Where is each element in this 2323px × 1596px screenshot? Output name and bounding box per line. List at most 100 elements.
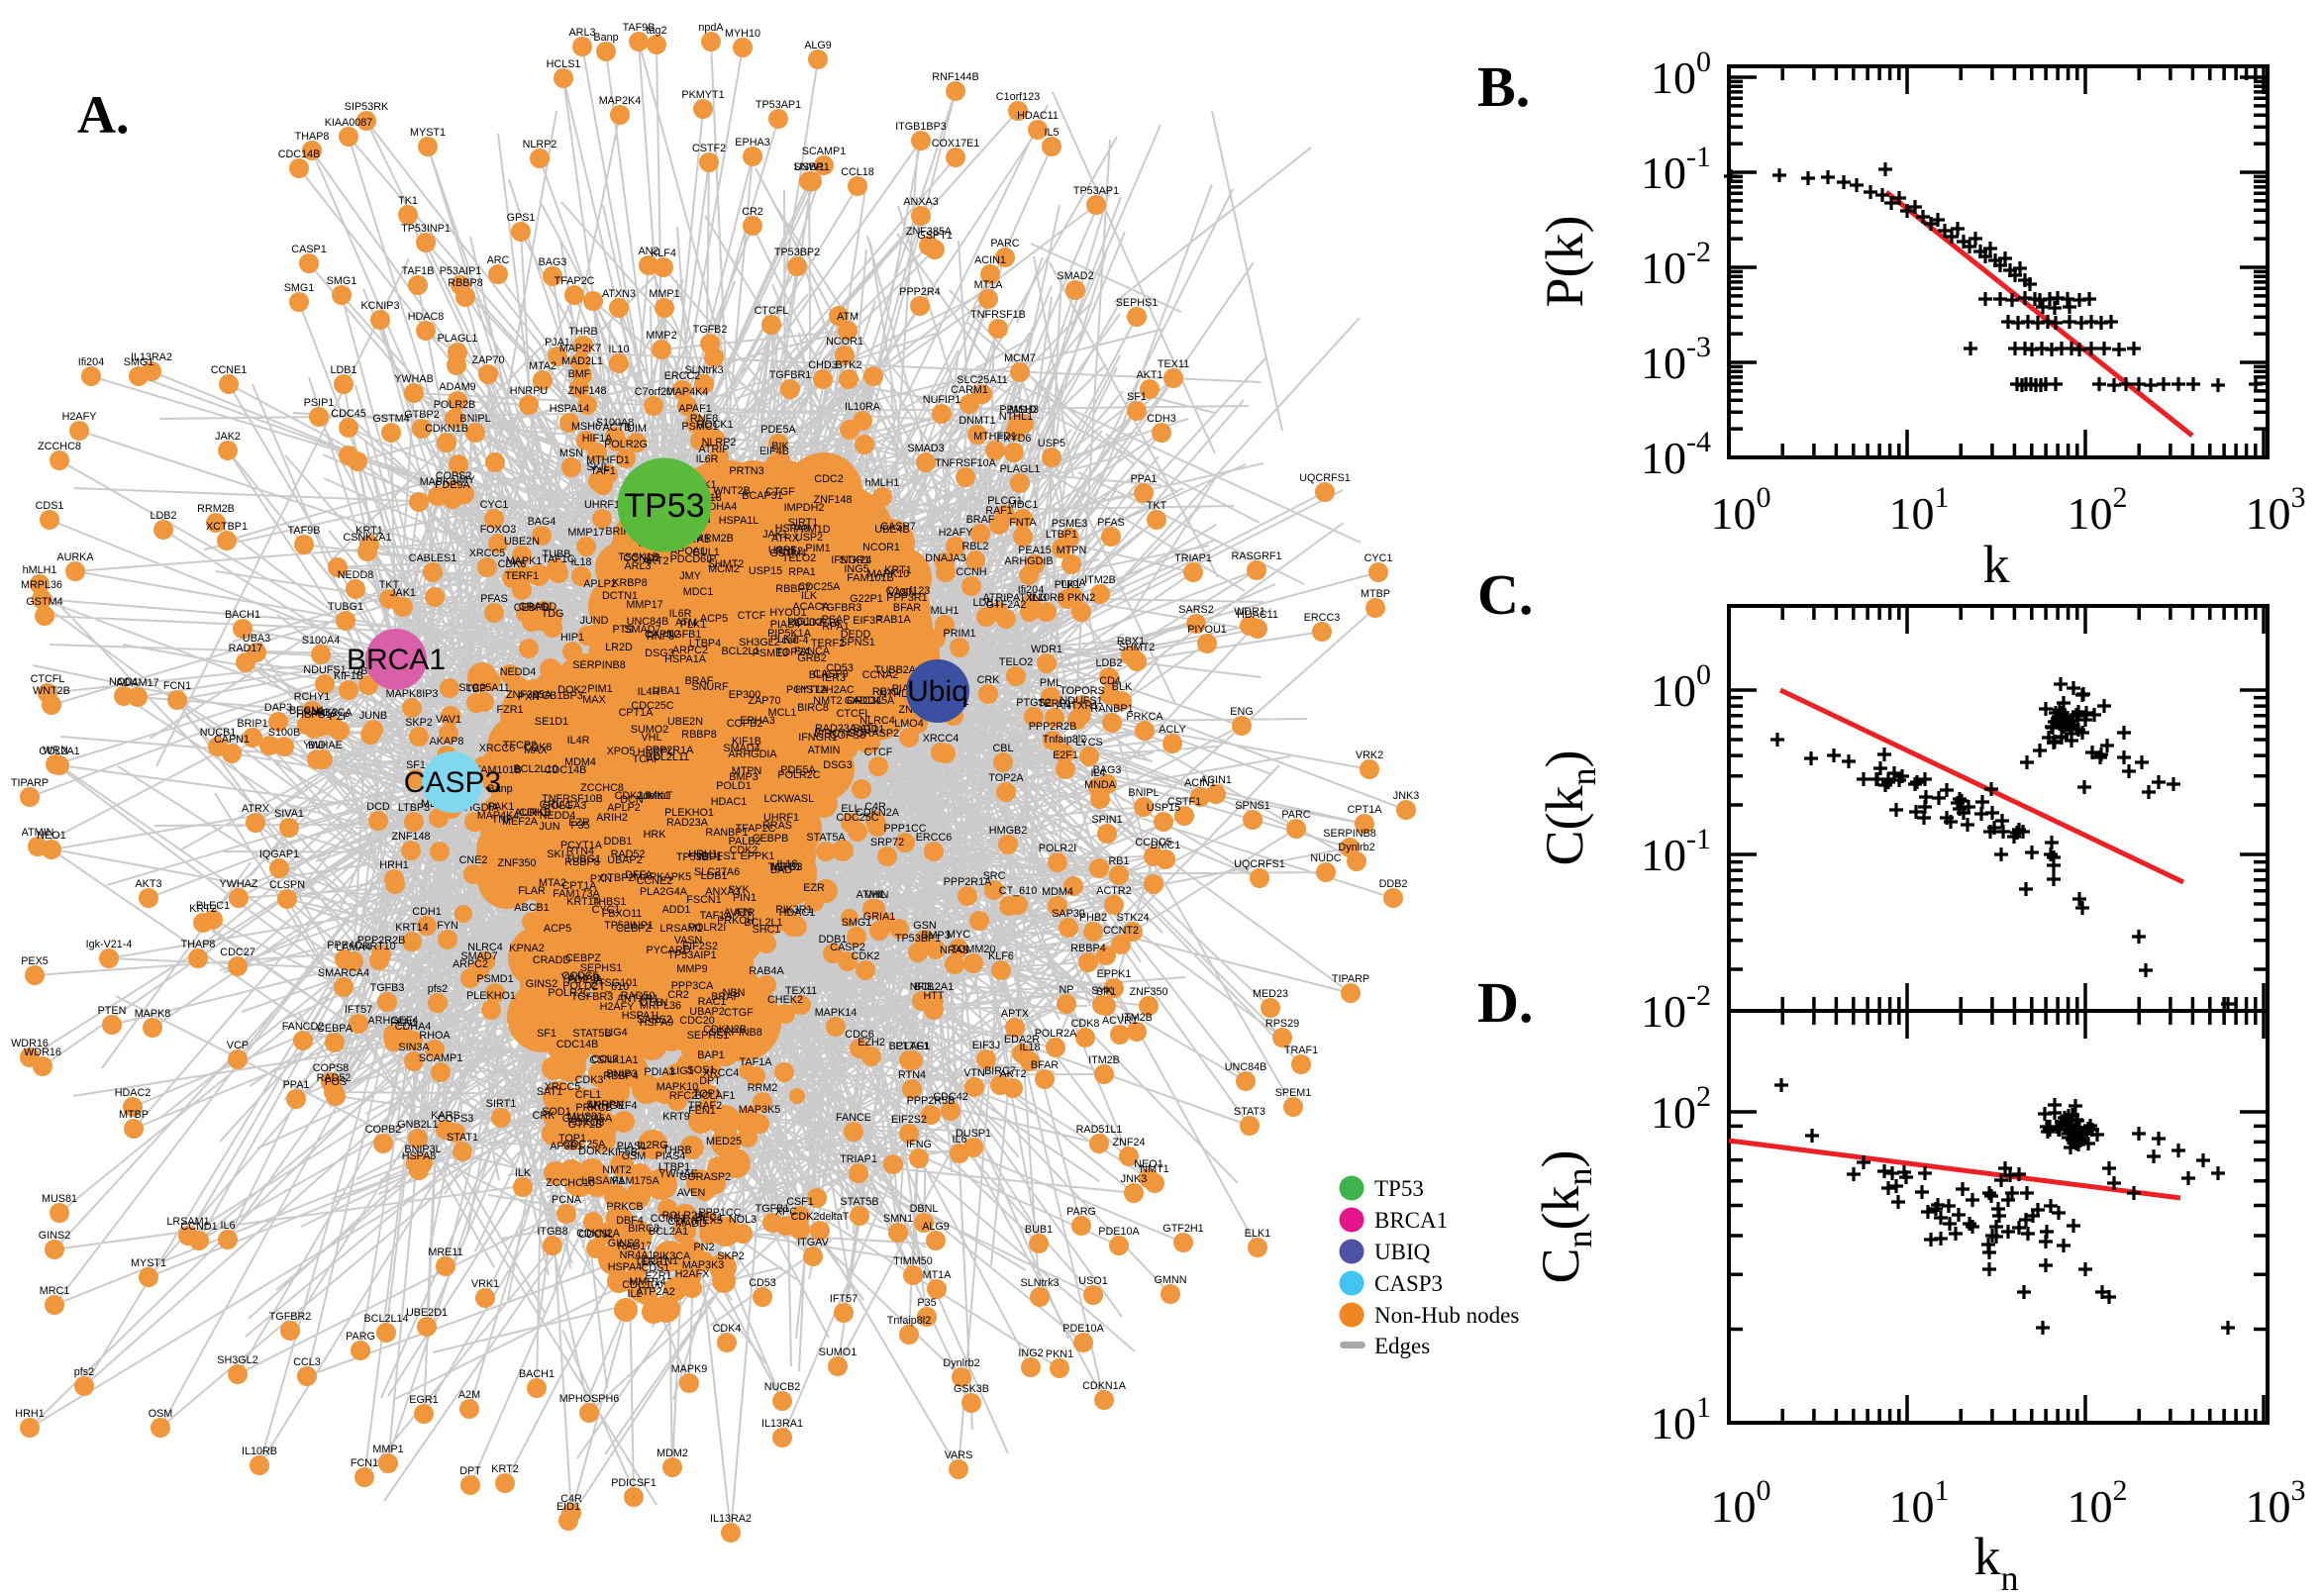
svg-text:CTGF: CTGF: [724, 1007, 754, 1019]
svg-text:GINS2: GINS2: [39, 1230, 70, 1242]
svg-text:IFNGR1: IFNGR1: [798, 732, 838, 744]
svg-text:DEDD: DEDD: [841, 629, 871, 641]
svg-text:MAPK10: MAPK10: [867, 568, 910, 580]
svg-text:RCHY1: RCHY1: [294, 691, 331, 703]
svg-text:NUCB1: NUCB1: [200, 727, 237, 739]
svg-text:CRK: CRK: [977, 674, 1001, 686]
svg-text:GSK3B: GSK3B: [954, 1383, 989, 1395]
svg-text:CTGF: CTGF: [765, 486, 795, 498]
svg-text:BIRC7: BIRC7: [984, 1065, 1016, 1077]
svg-text:NUFIP1: NUFIP1: [923, 394, 960, 406]
svg-text:SKP2: SKP2: [717, 1250, 745, 1262]
svg-text:APLP2: APLP2: [583, 578, 617, 590]
svg-text:DPT: DPT: [459, 1465, 481, 1477]
svg-text:CAPN1: CAPN1: [214, 734, 250, 746]
svg-text:UBE2N: UBE2N: [504, 536, 540, 548]
svg-text:BCL2L14: BCL2L14: [363, 1313, 408, 1325]
svg-text:FZR1: FZR1: [497, 704, 524, 716]
svg-text:CHD3: CHD3: [808, 359, 837, 371]
svg-text:CDK8: CDK8: [524, 742, 553, 753]
svg-text:FYN: FYN: [437, 920, 458, 932]
svg-text:DBNL: DBNL: [910, 1203, 939, 1215]
svg-text:PRKCH: PRKCH: [717, 915, 755, 927]
svg-text:AVEN: AVEN: [724, 907, 753, 919]
svg-text:THBS1: THBS1: [592, 896, 627, 908]
svg-text:HRH1: HRH1: [688, 848, 717, 860]
svg-text:10-3: 10-3: [1641, 331, 1711, 388]
svg-text:IL6R: IL6R: [696, 453, 719, 465]
svg-text:APLP2: APLP2: [607, 802, 641, 814]
svg-text:CBL: CBL: [992, 743, 1013, 754]
svg-text:RBBP8: RBBP8: [448, 277, 482, 289]
svg-text:MAP4K4: MAP4K4: [666, 386, 709, 398]
svg-text:SH3GL2: SH3GL2: [217, 1354, 257, 1366]
svg-text:PCYT1A: PCYT1A: [560, 840, 603, 851]
svg-text:MYC: MYC: [947, 929, 970, 941]
svg-text:Ifi204: Ifi204: [78, 356, 104, 368]
svg-text:PEA15: PEA15: [1018, 545, 1052, 556]
svg-text:CCDC5: CCDC5: [561, 970, 598, 982]
svg-text:TERF2: TERF2: [811, 638, 845, 649]
svg-text:RBBP4: RBBP4: [1070, 943, 1105, 954]
svg-text:BRAF: BRAF: [685, 675, 714, 687]
svg-text:EIF2S2: EIF2S2: [891, 1114, 927, 1126]
svg-text:ADAM17: ADAM17: [116, 677, 158, 689]
svg-text:HSPA1A: HSPA1A: [664, 653, 707, 665]
svg-text:KRT14: KRT14: [566, 896, 599, 908]
svg-text:HTT: HTT: [924, 990, 945, 1002]
svg-text:CDC25A: CDC25A: [563, 1139, 606, 1150]
svg-text:MTA2: MTA2: [539, 877, 566, 889]
svg-text:LRSAM1: LRSAM1: [581, 1175, 624, 1187]
svg-text:SMN1: SMN1: [883, 1213, 913, 1225]
svg-text:CDC14B: CDC14B: [278, 149, 321, 160]
svg-text:NEO1: NEO1: [1134, 1158, 1162, 1170]
svg-text:PRIM1: PRIM1: [944, 628, 976, 640]
svg-text:ROCK1: ROCK1: [696, 419, 733, 431]
svg-text:RTN4: RTN4: [898, 1069, 926, 1081]
svg-text:ZNF385A: ZNF385A: [506, 689, 553, 701]
svg-text:SEPHS1: SEPHS1: [1116, 297, 1159, 309]
svg-text:PIK3CA: PIK3CA: [653, 1250, 691, 1262]
svg-text:RNF144B: RNF144B: [932, 71, 978, 83]
svg-text:BCL2A1: BCL2A1: [914, 981, 954, 993]
svg-text:SIP53RK: SIP53RK: [345, 101, 389, 113]
svg-text:NCOR1: NCOR1: [826, 336, 863, 348]
svg-text:DDB2: DDB2: [1379, 878, 1408, 890]
svg-text:MMP17: MMP17: [626, 599, 662, 611]
svg-text:BCL2L10: BCL2L10: [513, 763, 557, 775]
svg-text:TGFB2: TGFB2: [693, 324, 728, 336]
svg-text:ABCB1: ABCB1: [514, 902, 549, 914]
svg-text:CCNH: CCNH: [956, 566, 986, 578]
svg-text:CDKN1B: CDKN1B: [425, 423, 468, 435]
svg-text:CHEK2: CHEK2: [767, 994, 803, 1006]
svg-text:CPT1A: CPT1A: [619, 707, 655, 719]
svg-text:SLC25A11: SLC25A11: [458, 682, 509, 694]
svg-text:PLAGL1: PLAGL1: [1000, 463, 1041, 475]
svg-text:MMP17: MMP17: [567, 527, 604, 539]
svg-text:RHOA: RHOA: [419, 1030, 451, 1042]
svg-text:ZAP70: ZAP70: [471, 354, 504, 366]
svg-text:BRIP1: BRIP1: [237, 718, 267, 730]
svg-text:APTX: APTX: [1001, 1008, 1029, 1020]
svg-text:ARHGDIA: ARHGDIA: [728, 748, 777, 760]
svg-text:BIRC7: BIRC7: [814, 728, 846, 740]
svg-text:CSNK2A1: CSNK2A1: [343, 532, 391, 544]
svg-text:FANCE: FANCE: [836, 1112, 871, 1124]
svg-text:TRAF1: TRAF1: [1284, 1045, 1318, 1056]
svg-text:CCNA2: CCNA2: [862, 669, 899, 681]
svg-text:FCN1: FCN1: [351, 1457, 378, 1469]
svg-text:UBAP2: UBAP2: [689, 1006, 724, 1018]
svg-text:LCK: LCK: [763, 793, 785, 805]
svg-text:ARPC2: ARPC2: [453, 958, 488, 970]
svg-text:GORASP2: GORASP2: [848, 728, 899, 740]
svg-text:CEBPA: CEBPA: [317, 1023, 354, 1035]
svg-text:KARS: KARS: [431, 1110, 459, 1122]
svg-text:CR2: CR2: [742, 206, 763, 218]
svg-text:CD53: CD53: [826, 662, 854, 674]
svg-text:TGFB3: TGFB3: [768, 861, 803, 873]
svg-text:DDB1: DDB1: [604, 836, 633, 848]
svg-text:PIYOU1: PIYOU1: [1187, 624, 1227, 636]
svg-text:TGFB1: TGFB1: [756, 1203, 790, 1215]
svg-text:EIF2S2: EIF2S2: [682, 941, 718, 952]
svg-text:PFAS: PFAS: [1097, 517, 1125, 529]
